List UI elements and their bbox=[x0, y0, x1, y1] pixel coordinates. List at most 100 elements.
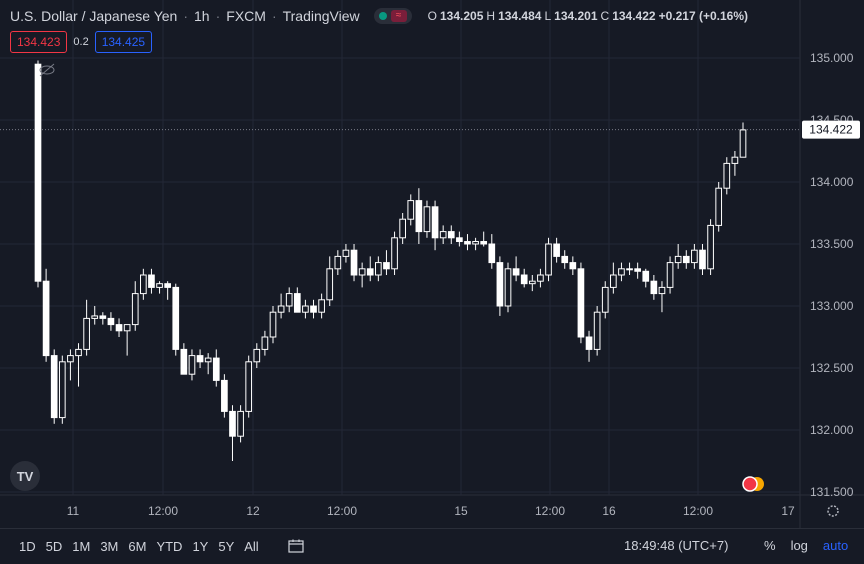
current-price-label: 134.422 bbox=[809, 123, 853, 137]
candle bbox=[577, 262, 585, 344]
candle bbox=[310, 299, 317, 319]
candle bbox=[731, 151, 739, 176]
auto-scale-button[interactable]: auto bbox=[822, 538, 849, 553]
candle bbox=[318, 293, 325, 319]
candle bbox=[334, 250, 342, 275]
price-chart-svg[interactable]: 135.000134.500134.000133.500133.000132.5… bbox=[0, 0, 864, 528]
candle-body bbox=[447, 231, 455, 239]
candle bbox=[245, 355, 253, 418]
candle bbox=[67, 349, 74, 381]
range-button-1m[interactable]: 1M bbox=[72, 538, 91, 554]
exchange-label: FXCM bbox=[226, 8, 266, 24]
candle bbox=[415, 188, 423, 244]
candle bbox=[107, 312, 115, 331]
candle bbox=[383, 250, 390, 275]
candle bbox=[375, 256, 382, 282]
candle bbox=[391, 231, 398, 275]
range-button-3m[interactable]: 3M bbox=[100, 538, 119, 554]
range-button-5d[interactable]: 5D bbox=[45, 538, 63, 554]
candle-body bbox=[642, 270, 650, 282]
candle-body bbox=[277, 305, 285, 313]
candle bbox=[520, 268, 528, 288]
candle bbox=[537, 268, 544, 288]
open-value: 134.205 bbox=[440, 9, 484, 23]
candle-body bbox=[650, 280, 658, 295]
candle-body bbox=[739, 129, 747, 158]
close-value: 134.422 bbox=[612, 9, 656, 23]
candle bbox=[739, 122, 747, 158]
candle-body bbox=[399, 218, 406, 239]
log-scale-button[interactable]: log bbox=[790, 538, 808, 553]
current-price-tag bbox=[802, 120, 860, 139]
candle-body bbox=[480, 241, 488, 245]
percent-scale-button[interactable]: % bbox=[764, 538, 776, 553]
candle-body bbox=[496, 262, 504, 307]
candle bbox=[682, 250, 690, 269]
candle-body bbox=[261, 336, 269, 350]
candle bbox=[674, 244, 682, 269]
y-tick-label: 133.000 bbox=[810, 299, 854, 313]
candle-body bbox=[528, 280, 536, 285]
sell-button[interactable]: 134.423 bbox=[10, 31, 68, 53]
goto-date-icon[interactable] bbox=[288, 539, 304, 553]
candle-body bbox=[601, 286, 609, 313]
candle-body bbox=[156, 283, 163, 288]
candle bbox=[293, 287, 301, 313]
range-button-1d[interactable]: 1D bbox=[19, 538, 36, 554]
candle-body bbox=[245, 361, 253, 412]
range-button-all[interactable]: All bbox=[244, 538, 259, 554]
candle bbox=[585, 330, 593, 362]
candle-body bbox=[618, 268, 625, 276]
candle bbox=[512, 256, 520, 282]
buy-button[interactable]: 134.425 bbox=[94, 31, 153, 53]
separator: · bbox=[183, 8, 189, 24]
range-button-1y[interactable]: 1Y bbox=[192, 538, 209, 554]
candle-body bbox=[658, 286, 666, 295]
settings-gear-icon[interactable] bbox=[827, 505, 839, 517]
candle bbox=[261, 330, 269, 356]
candle bbox=[123, 324, 131, 356]
market-status-pill[interactable]: ≈ bbox=[373, 8, 412, 24]
range-button-5y[interactable]: 5Y bbox=[218, 538, 235, 554]
candle bbox=[488, 234, 496, 269]
symbol-name[interactable]: U.S. Dollar / Japanese Yen bbox=[10, 8, 178, 24]
candle-body bbox=[269, 311, 277, 338]
candle bbox=[626, 262, 633, 275]
candle-body bbox=[585, 336, 593, 350]
candle bbox=[447, 225, 455, 244]
candle-body bbox=[75, 348, 82, 357]
candle bbox=[58, 355, 66, 424]
candle bbox=[285, 287, 293, 313]
tradingview-logo-text: TV bbox=[17, 469, 34, 484]
candle bbox=[715, 182, 723, 232]
open-label: O bbox=[427, 9, 437, 23]
candle-body bbox=[456, 237, 463, 243]
x-tick-label: 15 bbox=[454, 504, 468, 518]
interval-label[interactable]: 1h bbox=[194, 8, 210, 24]
candle bbox=[342, 244, 350, 263]
candle bbox=[634, 262, 641, 279]
x-tick-label: 12:00 bbox=[535, 504, 565, 518]
candle bbox=[253, 343, 261, 368]
timezone-clock[interactable]: 18:49:48 (UTC+7) bbox=[624, 538, 729, 553]
range-button-6m[interactable]: 6M bbox=[128, 538, 147, 554]
candle-body bbox=[212, 357, 220, 381]
candle-body bbox=[115, 324, 123, 332]
candle bbox=[496, 256, 504, 316]
y-tick-label: 134.000 bbox=[810, 175, 854, 189]
candle bbox=[610, 262, 617, 294]
usd-flag-icon bbox=[742, 476, 758, 492]
candle-body bbox=[537, 274, 544, 282]
candle bbox=[350, 244, 358, 282]
candle-body bbox=[553, 243, 560, 257]
chart-header: U.S. Dollar / Japanese Yen · 1h · FXCM ·… bbox=[10, 6, 748, 26]
range-button-ytd[interactable]: YTD bbox=[156, 538, 183, 554]
candle bbox=[229, 405, 236, 461]
candle bbox=[431, 200, 439, 251]
high-value: 134.484 bbox=[498, 9, 542, 23]
candle-body bbox=[237, 410, 244, 437]
candle bbox=[99, 312, 107, 325]
candle-body bbox=[91, 315, 99, 319]
candle bbox=[699, 244, 706, 275]
